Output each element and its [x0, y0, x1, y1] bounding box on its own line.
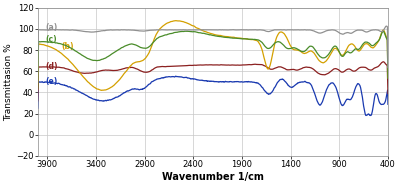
Y-axis label: Transmittasion %: Transmittasion % — [4, 43, 13, 121]
Text: (c): (c) — [45, 35, 57, 44]
Text: (b): (b) — [61, 42, 74, 51]
Text: (a): (a) — [45, 23, 58, 32]
Text: (e): (e) — [45, 77, 58, 86]
X-axis label: Wavenumber 1/cm: Wavenumber 1/cm — [162, 172, 264, 182]
Text: (d): (d) — [45, 62, 58, 71]
